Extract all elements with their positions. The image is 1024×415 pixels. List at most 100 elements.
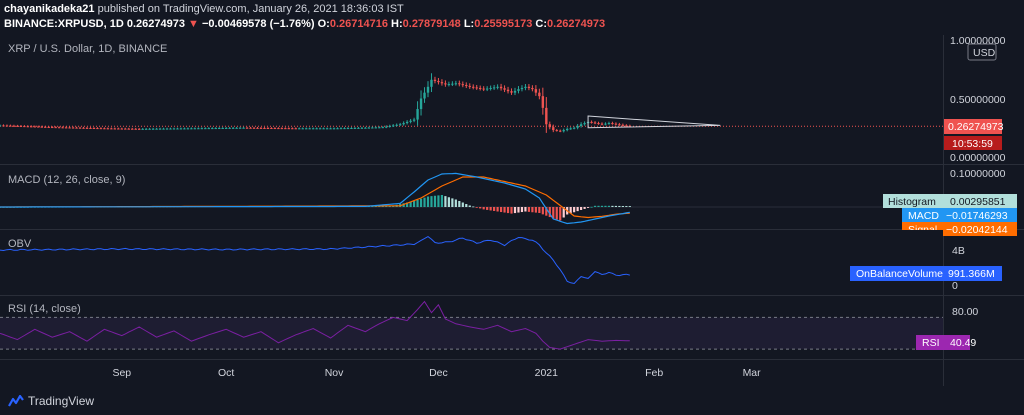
histogram-bar bbox=[503, 207, 506, 213]
candle-body bbox=[562, 130, 565, 132]
candle-body bbox=[151, 128, 155, 130]
candle-body bbox=[611, 123, 614, 125]
high-value: 0.27879148 bbox=[402, 18, 461, 30]
candle-body bbox=[604, 123, 607, 125]
candle-body bbox=[214, 128, 217, 130]
candle-body bbox=[478, 87, 482, 89]
histogram-bar bbox=[493, 207, 496, 211]
histogram-bar bbox=[600, 205, 604, 207]
candle-body bbox=[541, 96, 545, 108]
candle-body bbox=[517, 89, 520, 91]
candle-body bbox=[447, 84, 451, 86]
candle-body bbox=[23, 126, 26, 128]
candle-body bbox=[266, 127, 270, 129]
candle-body bbox=[318, 128, 322, 130]
candle-body bbox=[475, 87, 478, 89]
candle-body bbox=[503, 88, 506, 90]
candle-body bbox=[40, 126, 43, 128]
histogram-bar bbox=[468, 205, 471, 207]
candle-body bbox=[124, 128, 127, 130]
histogram-bar bbox=[517, 207, 520, 213]
candle-body bbox=[569, 128, 572, 130]
candle-body bbox=[211, 128, 214, 130]
macd-tag-name: MACD bbox=[908, 210, 939, 222]
histogram-bar bbox=[426, 196, 430, 207]
obv-tick-zero: 0 bbox=[952, 280, 958, 292]
histogram-bar bbox=[430, 196, 433, 207]
last-price: 0.26274973 bbox=[126, 18, 185, 30]
histogram-bar bbox=[548, 207, 551, 218]
candle-body bbox=[176, 128, 179, 130]
candle-body bbox=[454, 83, 458, 85]
candle-body bbox=[350, 128, 353, 130]
histogram-bar bbox=[583, 207, 586, 209]
candle-body bbox=[298, 128, 301, 130]
candle-body bbox=[305, 128, 308, 130]
histogram-bar bbox=[621, 206, 624, 207]
candle-body bbox=[172, 128, 176, 130]
candle-body bbox=[89, 127, 92, 129]
histogram-bar bbox=[580, 207, 583, 210]
candle-body bbox=[353, 127, 357, 129]
author-name[interactable]: chayanikadeka21 bbox=[4, 3, 95, 15]
histogram-bar bbox=[437, 195, 440, 207]
candle-body bbox=[496, 86, 499, 88]
time-tick-label: Feb bbox=[645, 367, 663, 379]
candle-body bbox=[381, 127, 384, 129]
candle-body bbox=[33, 126, 36, 128]
histogram-bar bbox=[576, 207, 579, 212]
candle-body bbox=[221, 127, 224, 129]
histogram-bar bbox=[625, 206, 628, 207]
candle-body bbox=[534, 89, 538, 93]
candle-body bbox=[26, 126, 30, 128]
histogram-bar bbox=[559, 207, 562, 221]
histogram-bar bbox=[472, 206, 475, 208]
candle-body bbox=[527, 86, 531, 88]
price-pane[interactable]: XRP / U.S. Dollar, 1D, BINANCE 1.0000000… bbox=[0, 35, 1006, 164]
candle-body bbox=[437, 80, 440, 83]
rsi-pane[interactable]: RSI (14, close) 80.00 RSI 40.49 bbox=[0, 300, 978, 350]
candle-body bbox=[82, 127, 85, 129]
obv-pane[interactable]: OBV 4B 0 OnBalanceVolume 991.366M bbox=[0, 236, 1002, 292]
histogram-bar bbox=[416, 199, 419, 207]
candle-body bbox=[218, 128, 221, 130]
histogram-bar bbox=[499, 207, 503, 213]
rsi-tag bbox=[916, 335, 970, 350]
change-value: −0.00469578 (−1.76%) bbox=[202, 18, 315, 30]
candle-body bbox=[12, 125, 16, 127]
tradingview-logo-icon[interactable] bbox=[8, 395, 24, 407]
histogram-bar bbox=[573, 207, 576, 213]
histogram-bar bbox=[454, 199, 457, 207]
price-pane-title: XRP / U.S. Dollar, 1D, BINANCE bbox=[8, 43, 167, 55]
candle-body bbox=[468, 85, 471, 87]
candle-body bbox=[485, 88, 489, 90]
macd-tag-value: −0.01746293 bbox=[946, 210, 1008, 222]
histogram-bar bbox=[538, 207, 541, 213]
candle-body bbox=[329, 128, 332, 130]
histogram-bar bbox=[607, 205, 611, 207]
candle-body bbox=[600, 123, 604, 125]
histogram-bar bbox=[628, 206, 631, 207]
rsi-marks bbox=[0, 300, 943, 350]
candle-body bbox=[590, 121, 593, 123]
candle-body bbox=[433, 79, 437, 81]
candle-body bbox=[552, 127, 555, 131]
candle-body bbox=[179, 128, 183, 130]
candle-body bbox=[103, 128, 106, 130]
histogram-bar bbox=[590, 206, 593, 208]
macd-line bbox=[0, 172, 630, 225]
macd-tick: 0.10000000 bbox=[950, 168, 1006, 180]
candle-body bbox=[559, 130, 562, 132]
tradingview-brand[interactable]: TradingView bbox=[28, 394, 95, 408]
candle-body bbox=[134, 128, 137, 130]
candle-body bbox=[322, 128, 325, 130]
histogram-bar bbox=[402, 203, 405, 207]
currency-unit-badge[interactable] bbox=[967, 43, 997, 61]
candle-body bbox=[162, 128, 165, 130]
chart-canvas[interactable]: XRP / U.S. Dollar, 1D, BINANCE 1.0000000… bbox=[0, 0, 1024, 386]
time-axis[interactable]: Sep Oct Nov Dec 2021 Feb Mar bbox=[112, 367, 761, 379]
candle-body bbox=[465, 85, 468, 87]
candle-body bbox=[291, 128, 294, 130]
histogram-bar bbox=[465, 204, 468, 207]
macd-pane[interactable]: MACD (12, 26, close, 9) 0.10000000 Histo… bbox=[0, 168, 1017, 236]
